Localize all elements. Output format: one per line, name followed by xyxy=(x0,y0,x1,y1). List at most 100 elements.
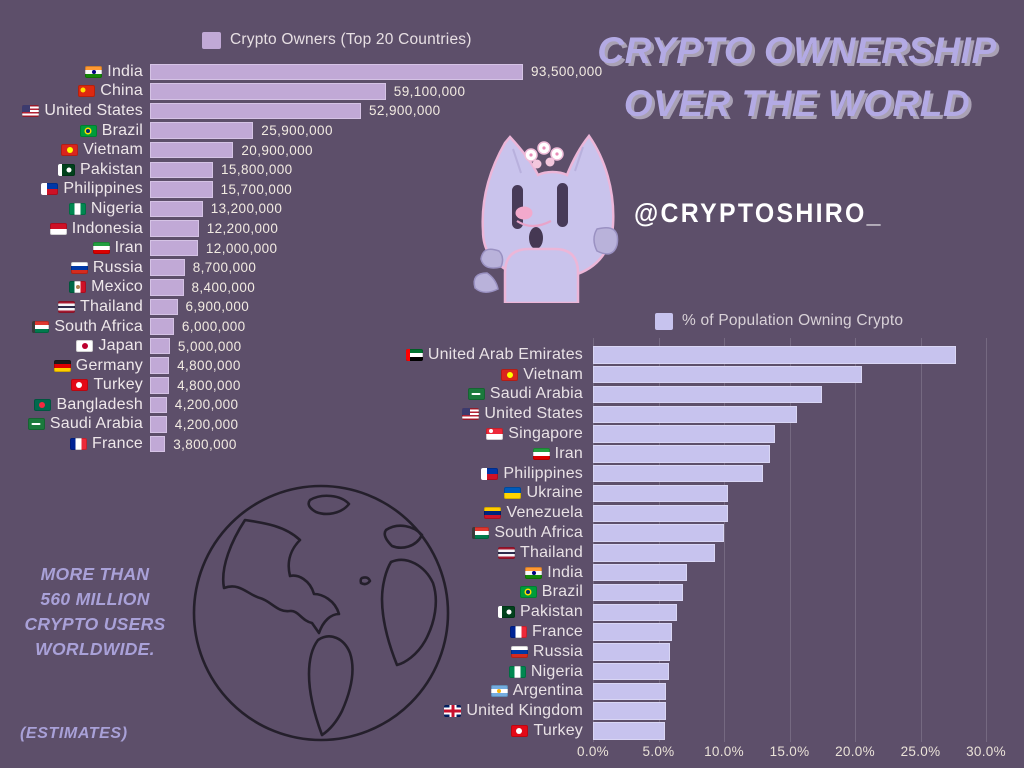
france-flag-icon xyxy=(510,626,527,639)
legend-swatch-icon xyxy=(655,312,673,330)
bar xyxy=(593,544,715,562)
vietnam-flag-icon xyxy=(61,144,79,157)
bar xyxy=(150,141,234,159)
country-name: Pakistan xyxy=(520,603,583,621)
bar-row-brazil: Brazil 25,900,000 xyxy=(7,121,603,141)
bar-row-iran: Iran xyxy=(0,444,956,464)
country-label: Mexico xyxy=(7,278,143,296)
country-label: Bangladesh xyxy=(7,396,143,414)
value-label: 13,200,000 xyxy=(210,201,283,217)
bar-row-france: France 3,800,000 xyxy=(7,434,603,454)
value-label: 3,800,000 xyxy=(173,436,237,452)
bar-row-vietnam: Vietnam xyxy=(0,365,956,385)
country-name: Nigeria xyxy=(530,662,583,680)
x-tick-label: 20.0% xyxy=(835,744,875,759)
country-label: Iran xyxy=(7,239,143,257)
value-label: 6,900,000 xyxy=(185,299,250,315)
value-label: 4,200,000 xyxy=(174,397,239,413)
bar xyxy=(593,682,667,701)
country-label: Nigeria xyxy=(7,200,143,218)
country-name: Turkey xyxy=(533,722,583,740)
bar xyxy=(593,643,671,661)
bar xyxy=(150,161,213,179)
title-line-2: OVER THE WORLD xyxy=(623,83,971,124)
country-label: Singapore xyxy=(0,425,583,443)
pakistan-flag-icon xyxy=(58,163,76,176)
bar-row-philippines: Philippines 15,700,000 xyxy=(7,180,603,200)
country-name: Singapore xyxy=(508,425,583,443)
united-states-flag-icon xyxy=(22,104,40,117)
bar xyxy=(593,563,688,582)
country-name: Iran xyxy=(114,239,143,257)
bar-row-singapore: Singapore xyxy=(0,424,956,444)
bar xyxy=(150,63,523,81)
country-label: Argentina xyxy=(0,682,583,700)
country-label: Venezuela xyxy=(0,504,583,522)
value-label: 59,100,000 xyxy=(393,83,466,99)
bar xyxy=(593,662,669,681)
bar xyxy=(150,220,199,237)
bar-row-pakistan: Pakistan xyxy=(0,602,956,622)
mexico-flag-icon xyxy=(69,281,87,294)
bar-row-saudi-arabia: Saudi Arabia 4,200,000 xyxy=(7,415,603,435)
dot-mark xyxy=(506,371,513,378)
country-label: Russia xyxy=(7,259,143,277)
bar xyxy=(150,122,254,139)
bar-row-south-africa: South Africa xyxy=(0,523,956,543)
brazil-flag-icon xyxy=(519,586,537,599)
argentina-flag-icon xyxy=(490,685,508,698)
thailand-flag-icon xyxy=(58,300,76,313)
dot-mark xyxy=(66,147,73,154)
country-name: China xyxy=(100,82,143,100)
dot-mark xyxy=(75,382,82,389)
x-tick-label: 0.0% xyxy=(577,744,609,759)
country-label: Brazil xyxy=(7,122,143,140)
russia-flag-icon xyxy=(510,645,528,658)
country-name: Russia xyxy=(92,258,143,276)
bar-row-indonesia: Indonesia 12,200,000 xyxy=(7,219,603,239)
saudi-arabia-flag-icon xyxy=(27,418,45,431)
bar xyxy=(150,259,185,276)
bar-row-russia: Russia xyxy=(0,642,956,662)
bar-row-pakistan: Pakistan 15,800,000 xyxy=(7,160,603,180)
bar xyxy=(150,337,170,355)
country-label: United States xyxy=(7,102,143,120)
country-label: Pakistan xyxy=(7,161,143,179)
bar-row-nigeria: Nigeria 13,200,000 xyxy=(7,199,603,219)
country-name: India xyxy=(107,62,143,80)
band-mark xyxy=(498,606,503,619)
value-label: 6,000,000 xyxy=(181,319,246,335)
dot-mark xyxy=(91,69,96,74)
bar xyxy=(593,524,724,542)
bar-row-india: India xyxy=(0,563,956,583)
x-tick-label: 10.0% xyxy=(704,744,744,759)
country-name: United Arab Emirates xyxy=(427,345,583,363)
brazil-flag-icon xyxy=(79,124,97,137)
country-name: Saudi Arabia xyxy=(489,385,583,403)
bar xyxy=(150,102,361,120)
bar xyxy=(593,425,776,443)
country-label: Germany xyxy=(7,357,143,375)
bar xyxy=(150,416,167,433)
country-name: Philippines xyxy=(63,180,143,198)
canton-mark xyxy=(462,408,470,416)
band-mark xyxy=(472,527,476,540)
country-label: Thailand xyxy=(0,544,583,562)
value-label: 15,800,000 xyxy=(221,162,293,178)
country-label: United Kingdom xyxy=(0,702,583,720)
dash-mark xyxy=(31,423,41,426)
country-name: Japan xyxy=(98,337,143,355)
bar xyxy=(593,603,677,621)
country-name: South Africa xyxy=(494,524,583,542)
bar xyxy=(593,405,798,424)
dot-mark xyxy=(81,343,88,350)
dot-mark xyxy=(526,590,531,595)
bar xyxy=(593,346,956,364)
country-label: Philippines xyxy=(0,465,583,483)
country-name: Russia xyxy=(532,642,583,660)
india-flag-icon xyxy=(85,65,103,78)
legend-label: % of Population Owning Crypto xyxy=(682,312,904,329)
population-pct-legend: % of Population Owning Crypto xyxy=(655,312,903,330)
bar-row-venezuela: Venezuela xyxy=(0,503,956,523)
iran-flag-icon xyxy=(92,242,110,255)
